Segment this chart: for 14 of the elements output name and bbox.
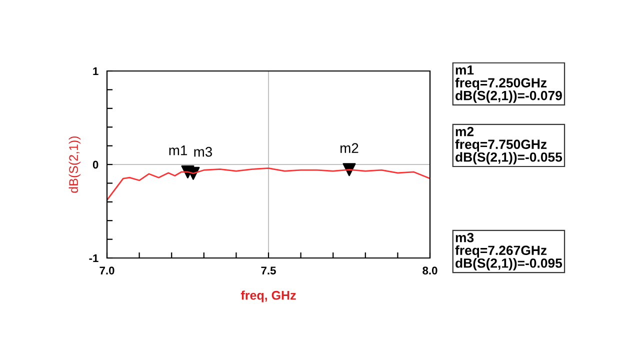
annotation: m2 xyxy=(340,143,358,153)
x-tick-label: 7.5 xyxy=(261,266,276,274)
text: m3 freq=7.267GHz dB(S(2,1))=-0.095 xyxy=(455,232,562,270)
annotation: m3 xyxy=(194,146,212,157)
text: m1 freq=7.250GHz dB(S(2,1))=-0.079 xyxy=(455,65,562,103)
y-axis-title: dB(S(2,1)) xyxy=(68,136,80,193)
x-tick-label: 8.0 xyxy=(422,266,438,274)
x-tick-label: 7.0 xyxy=(100,266,114,274)
annotation: m1 xyxy=(169,146,187,156)
y-tick-label: 1 xyxy=(93,67,98,76)
x-axis-title: freq, GHz xyxy=(240,290,296,302)
y-tick-label: -1 xyxy=(89,254,98,262)
text: m2 freq=7.750GHz dB(S(2,1))=-0.055 xyxy=(455,126,562,164)
y-tick-label: 0 xyxy=(92,160,98,169)
